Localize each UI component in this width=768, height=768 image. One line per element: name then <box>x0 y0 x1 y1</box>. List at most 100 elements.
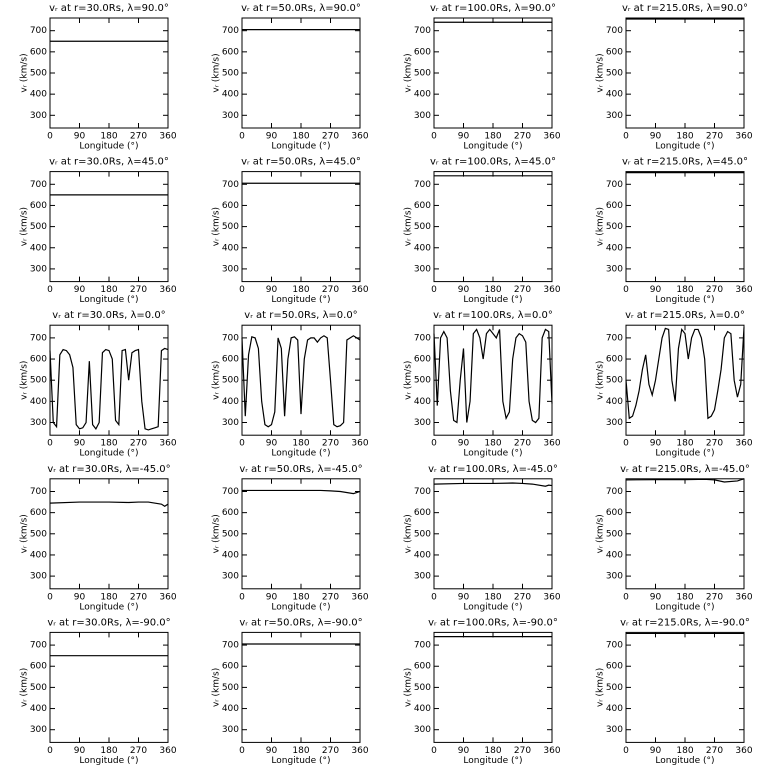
y-axis-label: vᵣ (km/s) <box>20 53 30 92</box>
x-tick-label: 180 <box>484 439 501 449</box>
y-tick-label: 400 <box>30 90 47 100</box>
x-tick-label: 270 <box>322 592 339 602</box>
x-tick-label: 360 <box>735 439 752 449</box>
x-tick-label: 180 <box>292 439 309 449</box>
x-tick-label: 360 <box>159 132 176 142</box>
x-tick-label: 270 <box>514 132 531 142</box>
y-tick-label: 500 <box>414 376 431 386</box>
y-tick-label: 700 <box>222 487 239 497</box>
y-tick-label: 600 <box>414 47 431 57</box>
data-line <box>625 327 745 420</box>
y-tick-label: 300 <box>30 725 47 735</box>
y-tick-label: 600 <box>606 47 623 57</box>
x-tick-label: 90 <box>74 746 86 756</box>
x-tick-label: 360 <box>735 285 752 295</box>
x-tick-label: 360 <box>351 746 368 756</box>
x-tick-label: 270 <box>514 439 531 449</box>
x-tick-label: 270 <box>130 746 147 756</box>
plot-frame <box>625 17 745 129</box>
y-tick-label: 600 <box>222 508 239 518</box>
x-axis-label: Longitude (°) <box>79 142 138 152</box>
y-tick-label: 500 <box>222 222 239 232</box>
x-tick-label: 360 <box>735 746 752 756</box>
y-tick-label: 700 <box>30 641 47 651</box>
x-tick-label: 270 <box>322 132 339 142</box>
x-tick-label: 0 <box>623 132 629 142</box>
y-tick-label: 600 <box>30 201 47 211</box>
y-tick-label: 300 <box>30 418 47 428</box>
x-axis-label: Longitude (°) <box>655 602 714 612</box>
y-tick-label: 300 <box>222 111 239 121</box>
y-tick-label: 300 <box>606 725 623 735</box>
y-tick-label: 600 <box>414 508 431 518</box>
y-axis-label: vᵣ (km/s) <box>212 207 222 246</box>
y-axis-label: vᵣ (km/s) <box>20 668 30 707</box>
x-tick-label: 360 <box>543 746 560 756</box>
plot-frame <box>433 171 553 283</box>
x-axis-label: Longitude (°) <box>655 295 714 305</box>
x-tick-label: 360 <box>351 132 368 142</box>
x-tick-label: 270 <box>130 439 147 449</box>
x-tick-label: 270 <box>514 746 531 756</box>
x-tick-label: 360 <box>159 592 176 602</box>
y-tick-label: 400 <box>606 243 623 253</box>
y-tick-label: 700 <box>30 180 47 190</box>
x-tick-label: 360 <box>159 285 176 295</box>
y-tick-label: 700 <box>414 333 431 343</box>
x-tick-label: 0 <box>47 439 53 449</box>
x-tick-label: 360 <box>543 285 560 295</box>
y-tick-label: 500 <box>606 376 623 386</box>
y-tick-label: 700 <box>30 333 47 343</box>
x-tick-label: 180 <box>100 285 117 295</box>
y-tick-label: 600 <box>414 355 431 365</box>
x-tick-label: 90 <box>458 746 470 756</box>
y-tick-label: 300 <box>414 572 431 582</box>
y-tick-label: 400 <box>222 704 239 714</box>
x-tick-label: 90 <box>458 439 470 449</box>
x-tick-label: 180 <box>484 746 501 756</box>
x-axis-label: Longitude (°) <box>271 449 330 459</box>
y-axis-label: vᵣ (km/s) <box>20 361 30 400</box>
x-axis-label: Longitude (°) <box>271 295 330 305</box>
y-tick-label: 700 <box>606 180 623 190</box>
plot-frame <box>49 324 169 436</box>
data-line <box>241 335 361 428</box>
chart-title: vᵣ at r=30.0Rs, λ=-90.0° <box>47 617 170 628</box>
y-axis-label: vᵣ (km/s) <box>404 361 414 400</box>
y-tick-label: 500 <box>222 683 239 693</box>
y-tick-label: 300 <box>414 418 431 428</box>
y-tick-label: 700 <box>606 333 623 343</box>
x-tick-label: 180 <box>100 592 117 602</box>
chart-title: vᵣ at r=215.0Rs, λ=0.0° <box>625 310 745 321</box>
y-tick-label: 700 <box>414 26 431 36</box>
data-line <box>433 328 553 424</box>
plot-frame <box>49 17 169 129</box>
data-line <box>49 501 169 508</box>
x-axis-label: Longitude (°) <box>463 602 522 612</box>
y-tick-label: 600 <box>30 47 47 57</box>
y-tick-label: 400 <box>30 243 47 253</box>
y-tick-label: 400 <box>414 243 431 253</box>
y-tick-label: 400 <box>414 90 431 100</box>
y-tick-label: 700 <box>606 26 623 36</box>
y-axis-label: vᵣ (km/s) <box>404 207 414 246</box>
y-tick-label: 700 <box>414 180 431 190</box>
x-tick-label: 0 <box>431 285 437 295</box>
y-tick-label: 300 <box>606 264 623 274</box>
x-tick-label: 180 <box>484 132 501 142</box>
x-tick-label: 270 <box>706 285 723 295</box>
y-tick-label: 500 <box>30 69 47 79</box>
x-axis-label: Longitude (°) <box>655 449 714 459</box>
chart-title: vᵣ at r=215.0Rs, λ=90.0° <box>622 3 748 14</box>
y-tick-label: 300 <box>222 572 239 582</box>
y-tick-label: 500 <box>30 683 47 693</box>
y-tick-label: 700 <box>606 641 623 651</box>
data-line <box>433 482 553 487</box>
y-tick-label: 400 <box>222 550 239 560</box>
y-axis-label: vᵣ (km/s) <box>212 514 222 553</box>
x-tick-label: 90 <box>458 592 470 602</box>
chart-title: vᵣ at r=100.0Rs, λ=90.0° <box>430 3 556 14</box>
chart-title: vᵣ at r=215.0Rs, λ=45.0° <box>622 157 748 168</box>
x-tick-label: 0 <box>623 746 629 756</box>
x-tick-label: 180 <box>676 285 693 295</box>
